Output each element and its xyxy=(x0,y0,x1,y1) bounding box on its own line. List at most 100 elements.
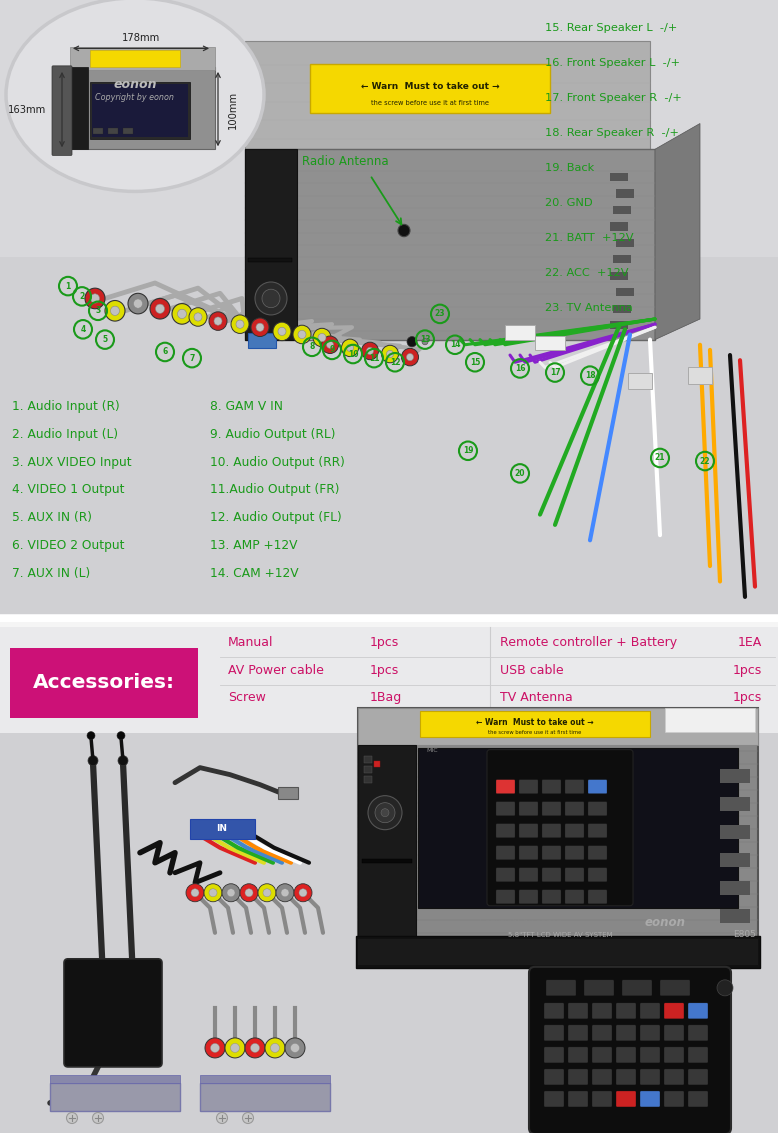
FancyBboxPatch shape xyxy=(664,1003,684,1019)
Bar xyxy=(50,1083,180,1111)
Bar xyxy=(90,83,190,139)
Bar xyxy=(190,819,255,838)
Bar xyxy=(720,825,750,838)
FancyBboxPatch shape xyxy=(496,889,515,904)
Circle shape xyxy=(172,304,192,324)
Bar xyxy=(248,333,276,348)
FancyBboxPatch shape xyxy=(542,868,561,881)
FancyBboxPatch shape xyxy=(542,824,561,837)
Bar xyxy=(364,766,372,773)
Text: TV Antenna: TV Antenna xyxy=(500,691,573,704)
FancyBboxPatch shape xyxy=(616,1068,636,1085)
Bar xyxy=(0,733,778,1133)
Circle shape xyxy=(406,353,413,360)
Circle shape xyxy=(105,300,125,321)
Circle shape xyxy=(117,732,125,740)
FancyBboxPatch shape xyxy=(688,1047,708,1063)
Text: 23. TV Antenna: 23. TV Antenna xyxy=(545,303,633,313)
FancyBboxPatch shape xyxy=(588,845,607,860)
Text: 13. AMP +12V: 13. AMP +12V xyxy=(210,539,297,552)
FancyBboxPatch shape xyxy=(542,780,561,793)
Bar xyxy=(200,1075,330,1083)
Bar xyxy=(616,288,634,297)
Bar xyxy=(356,936,760,968)
Circle shape xyxy=(299,888,307,896)
Text: 16: 16 xyxy=(515,364,525,373)
FancyBboxPatch shape xyxy=(529,966,731,1133)
Text: 11: 11 xyxy=(369,353,379,363)
Circle shape xyxy=(290,1043,300,1053)
FancyBboxPatch shape xyxy=(519,868,538,881)
Text: Accessories:: Accessories: xyxy=(33,673,175,692)
Bar xyxy=(358,708,758,744)
Text: 4: 4 xyxy=(80,325,86,334)
Bar xyxy=(374,760,380,767)
Text: Copyright by eonon: Copyright by eonon xyxy=(478,918,561,927)
Text: 15: 15 xyxy=(470,358,480,367)
FancyBboxPatch shape xyxy=(544,1025,564,1041)
Text: IN: IN xyxy=(216,824,227,833)
Ellipse shape xyxy=(6,0,264,191)
Text: 4. VIDEO 1 Output: 4. VIDEO 1 Output xyxy=(12,484,124,496)
Circle shape xyxy=(401,348,419,366)
Text: 21: 21 xyxy=(655,453,665,462)
FancyBboxPatch shape xyxy=(565,824,584,837)
Bar xyxy=(720,768,750,783)
Circle shape xyxy=(265,1038,285,1058)
Bar xyxy=(610,173,628,181)
FancyBboxPatch shape xyxy=(688,1068,708,1085)
FancyBboxPatch shape xyxy=(616,1025,636,1041)
Circle shape xyxy=(227,888,235,896)
FancyBboxPatch shape xyxy=(10,648,198,717)
FancyBboxPatch shape xyxy=(664,1025,684,1041)
Text: 12: 12 xyxy=(390,358,400,367)
Text: 10: 10 xyxy=(348,349,358,358)
Text: 100mm: 100mm xyxy=(228,91,238,129)
Text: 20: 20 xyxy=(515,469,525,478)
Bar xyxy=(0,617,778,628)
FancyBboxPatch shape xyxy=(664,1091,684,1107)
Bar xyxy=(610,222,628,230)
FancyBboxPatch shape xyxy=(544,1068,564,1085)
FancyBboxPatch shape xyxy=(588,780,607,793)
Circle shape xyxy=(205,1038,225,1058)
Bar xyxy=(688,367,712,384)
Circle shape xyxy=(90,293,100,304)
FancyBboxPatch shape xyxy=(519,824,538,837)
Bar xyxy=(70,67,88,150)
Text: Radio Antenna: Radio Antenna xyxy=(302,155,388,168)
Bar xyxy=(278,786,298,799)
FancyBboxPatch shape xyxy=(640,1091,660,1107)
FancyBboxPatch shape xyxy=(665,708,755,732)
Text: 13: 13 xyxy=(420,335,430,344)
Circle shape xyxy=(209,312,227,331)
Bar xyxy=(418,748,738,908)
Bar xyxy=(616,189,634,197)
Text: 5.8"TFT LCD WIDE AV SYSTEM: 5.8"TFT LCD WIDE AV SYSTEM xyxy=(508,931,612,938)
Text: 20. GND: 20. GND xyxy=(545,198,593,207)
Text: 163mm: 163mm xyxy=(8,105,46,116)
Text: 7: 7 xyxy=(189,353,194,363)
Circle shape xyxy=(93,1113,103,1124)
FancyBboxPatch shape xyxy=(592,1091,612,1107)
Circle shape xyxy=(216,1113,227,1124)
FancyBboxPatch shape xyxy=(588,824,607,837)
Circle shape xyxy=(362,342,379,359)
Bar xyxy=(0,0,778,257)
Text: 1Bag: 1Bag xyxy=(370,691,402,704)
Circle shape xyxy=(258,884,276,902)
Bar xyxy=(93,128,103,134)
Text: 2: 2 xyxy=(79,292,85,301)
Circle shape xyxy=(251,318,269,337)
Circle shape xyxy=(231,315,249,333)
Circle shape xyxy=(262,289,280,308)
FancyBboxPatch shape xyxy=(565,868,584,881)
Circle shape xyxy=(278,327,286,335)
Circle shape xyxy=(271,1043,279,1053)
FancyBboxPatch shape xyxy=(592,1068,612,1085)
Text: ← Warn  Must to take out →: ← Warn Must to take out → xyxy=(476,718,594,727)
FancyBboxPatch shape xyxy=(640,1003,660,1019)
Text: E805: E805 xyxy=(734,930,756,939)
Circle shape xyxy=(273,322,291,341)
Text: Copyright by eonon: Copyright by eonon xyxy=(96,93,174,102)
